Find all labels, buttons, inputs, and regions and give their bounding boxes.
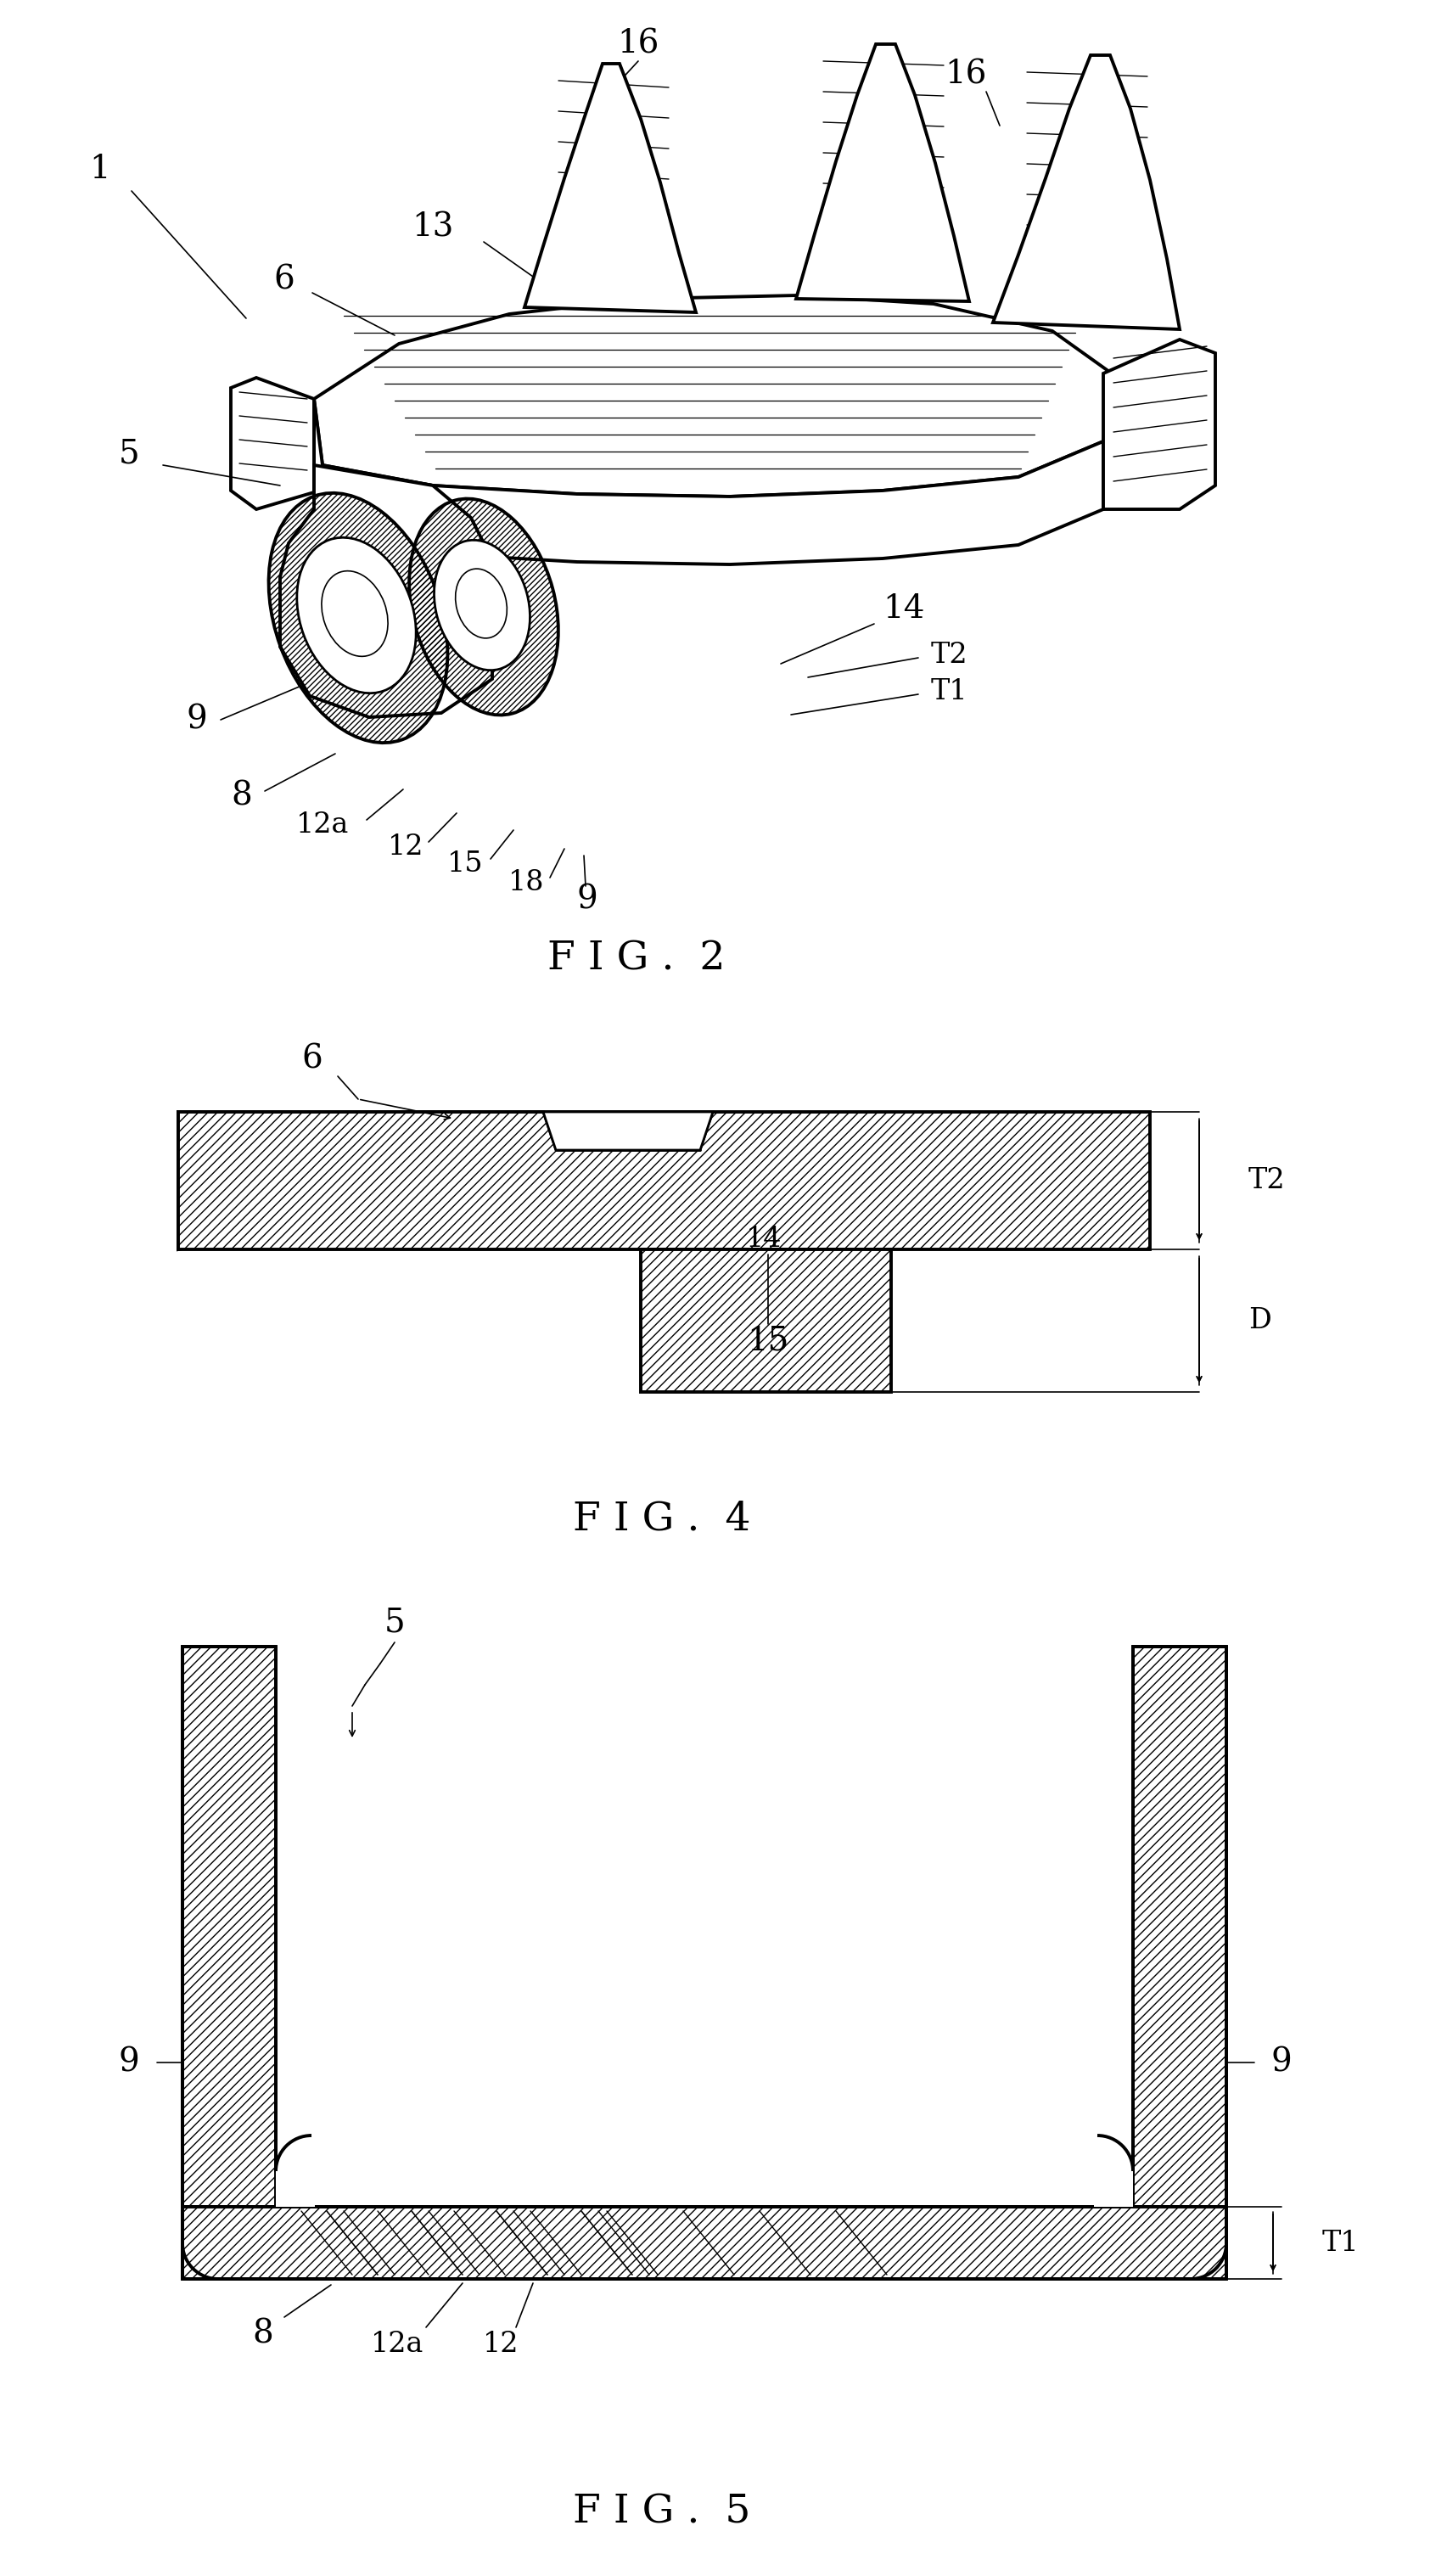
Text: F I G .  4: F I G . 4 bbox=[573, 1499, 751, 1538]
Text: 9: 9 bbox=[119, 2048, 139, 2079]
Text: 9: 9 bbox=[576, 884, 598, 914]
Text: 5: 5 bbox=[383, 1607, 405, 1638]
Text: F I G .  5: F I G . 5 bbox=[573, 2494, 751, 2532]
Text: 16: 16 bbox=[945, 59, 987, 90]
Polygon shape bbox=[524, 64, 696, 312]
Polygon shape bbox=[276, 2166, 315, 2208]
Polygon shape bbox=[1103, 340, 1214, 510]
Text: F I G .  2: F I G . 2 bbox=[547, 940, 725, 979]
Ellipse shape bbox=[456, 569, 506, 639]
Text: 13: 13 bbox=[411, 211, 453, 242]
Polygon shape bbox=[1133, 1646, 1226, 2208]
Text: 9: 9 bbox=[1270, 2048, 1291, 2079]
Text: 14: 14 bbox=[745, 1226, 781, 1252]
Ellipse shape bbox=[297, 538, 415, 693]
Text: 16: 16 bbox=[616, 28, 658, 59]
Text: 12: 12 bbox=[482, 2331, 518, 2357]
Text: 18: 18 bbox=[508, 868, 544, 896]
Text: 12a: 12a bbox=[295, 811, 349, 840]
Text: D: D bbox=[1247, 1306, 1270, 1334]
Polygon shape bbox=[178, 1113, 1149, 1249]
Text: 15: 15 bbox=[447, 850, 483, 878]
Text: T1: T1 bbox=[930, 677, 967, 706]
Text: T1: T1 bbox=[1321, 2228, 1359, 2257]
Ellipse shape bbox=[321, 572, 388, 657]
Text: 6: 6 bbox=[301, 1043, 323, 1074]
Text: 12: 12 bbox=[388, 835, 424, 860]
Polygon shape bbox=[279, 466, 492, 716]
Polygon shape bbox=[993, 54, 1179, 330]
Polygon shape bbox=[182, 1646, 276, 2208]
Text: 8: 8 bbox=[232, 781, 252, 811]
Polygon shape bbox=[182, 2208, 1226, 2280]
Text: 1: 1 bbox=[90, 155, 110, 185]
Polygon shape bbox=[314, 296, 1111, 497]
Polygon shape bbox=[641, 1249, 890, 1391]
Text: 8: 8 bbox=[252, 2318, 273, 2349]
Polygon shape bbox=[230, 379, 314, 510]
Polygon shape bbox=[796, 44, 968, 301]
Text: 5: 5 bbox=[119, 438, 139, 469]
Text: T2: T2 bbox=[930, 641, 967, 670]
Text: 15: 15 bbox=[747, 1324, 789, 1358]
Text: 9: 9 bbox=[187, 703, 207, 737]
Text: 6: 6 bbox=[273, 265, 295, 296]
Ellipse shape bbox=[434, 541, 530, 670]
Polygon shape bbox=[314, 399, 1103, 564]
Polygon shape bbox=[1092, 2166, 1133, 2208]
Polygon shape bbox=[178, 1113, 543, 1249]
Polygon shape bbox=[543, 1113, 712, 1149]
Text: T2: T2 bbox=[1247, 1167, 1285, 1195]
Text: 14: 14 bbox=[883, 592, 925, 626]
Text: 12a: 12a bbox=[370, 2331, 424, 2357]
